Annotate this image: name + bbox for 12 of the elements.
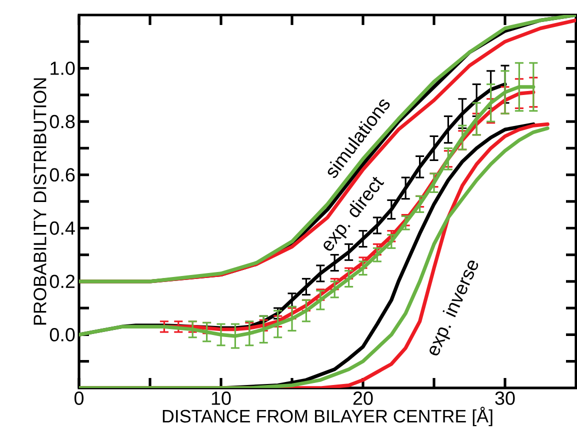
y-tick-label: 0.4 [50, 221, 75, 235]
x-axis-title: DISTANCE FROM BILAYER CENTRE [Å] [162, 406, 492, 426]
y-axis-title: PROBABILITY DISTRIBUTION [34, 78, 46, 325]
x-tick-label: 20 [353, 392, 373, 405]
x-tick-label: 0 [74, 392, 84, 405]
y-tick-label: 1.0 [50, 62, 75, 75]
y-tick-label: 0.8 [50, 114, 75, 128]
x-tick-label: 30 [495, 392, 515, 405]
y-tick-label: 0.0 [50, 328, 75, 342]
y-tick-label: 0.2 [50, 274, 75, 288]
x-tick-label: 10 [212, 392, 231, 405]
y-tick-label: 0.6 [50, 168, 75, 182]
